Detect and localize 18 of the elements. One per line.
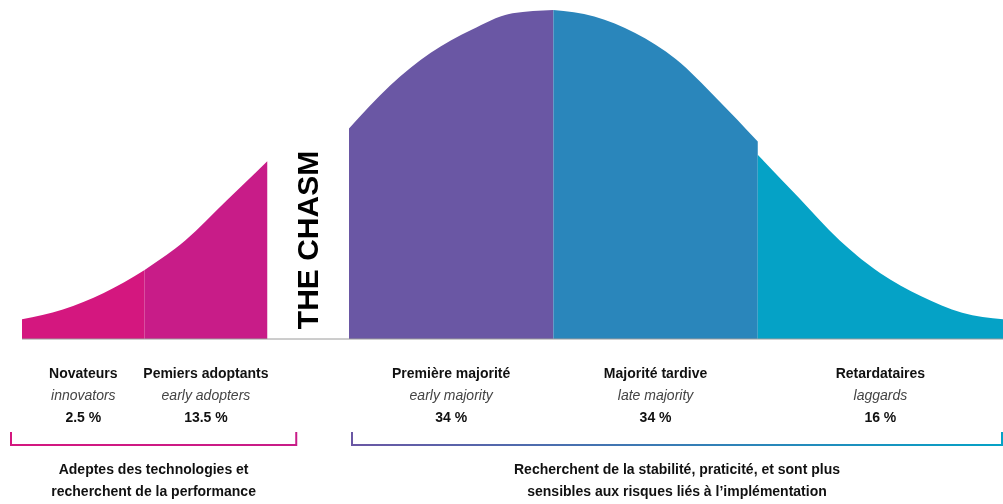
text: Adeptes des technologies et recherchent de la performance <box>50 460 257 501</box>
series-label: Novateurs <box>49 365 118 381</box>
text: early adopters <box>160 386 252 405</box>
text: 13.5 % <box>183 408 229 427</box>
text: Recherchent de la stabilité, praticité, et sont plus sensibles aux risques liés à l’implémentation <box>513 460 841 501</box>
text: 34 % <box>638 408 673 427</box>
series-label: Majorité tardive <box>602 364 709 383</box>
series-label: Retardataires <box>834 364 927 383</box>
text: late majority <box>616 386 695 405</box>
text: 2.5 % <box>64 408 103 427</box>
text: 34 % <box>434 408 469 427</box>
text: innovators <box>51 387 116 403</box>
text: early majority <box>408 386 495 405</box>
series-label: Pemiers adoptants <box>142 364 270 383</box>
series-label: Première majorité <box>391 364 512 383</box>
annotation: THE CHASM <box>291 149 325 332</box>
text: 16 % <box>863 408 898 427</box>
text: laggards <box>852 386 909 405</box>
